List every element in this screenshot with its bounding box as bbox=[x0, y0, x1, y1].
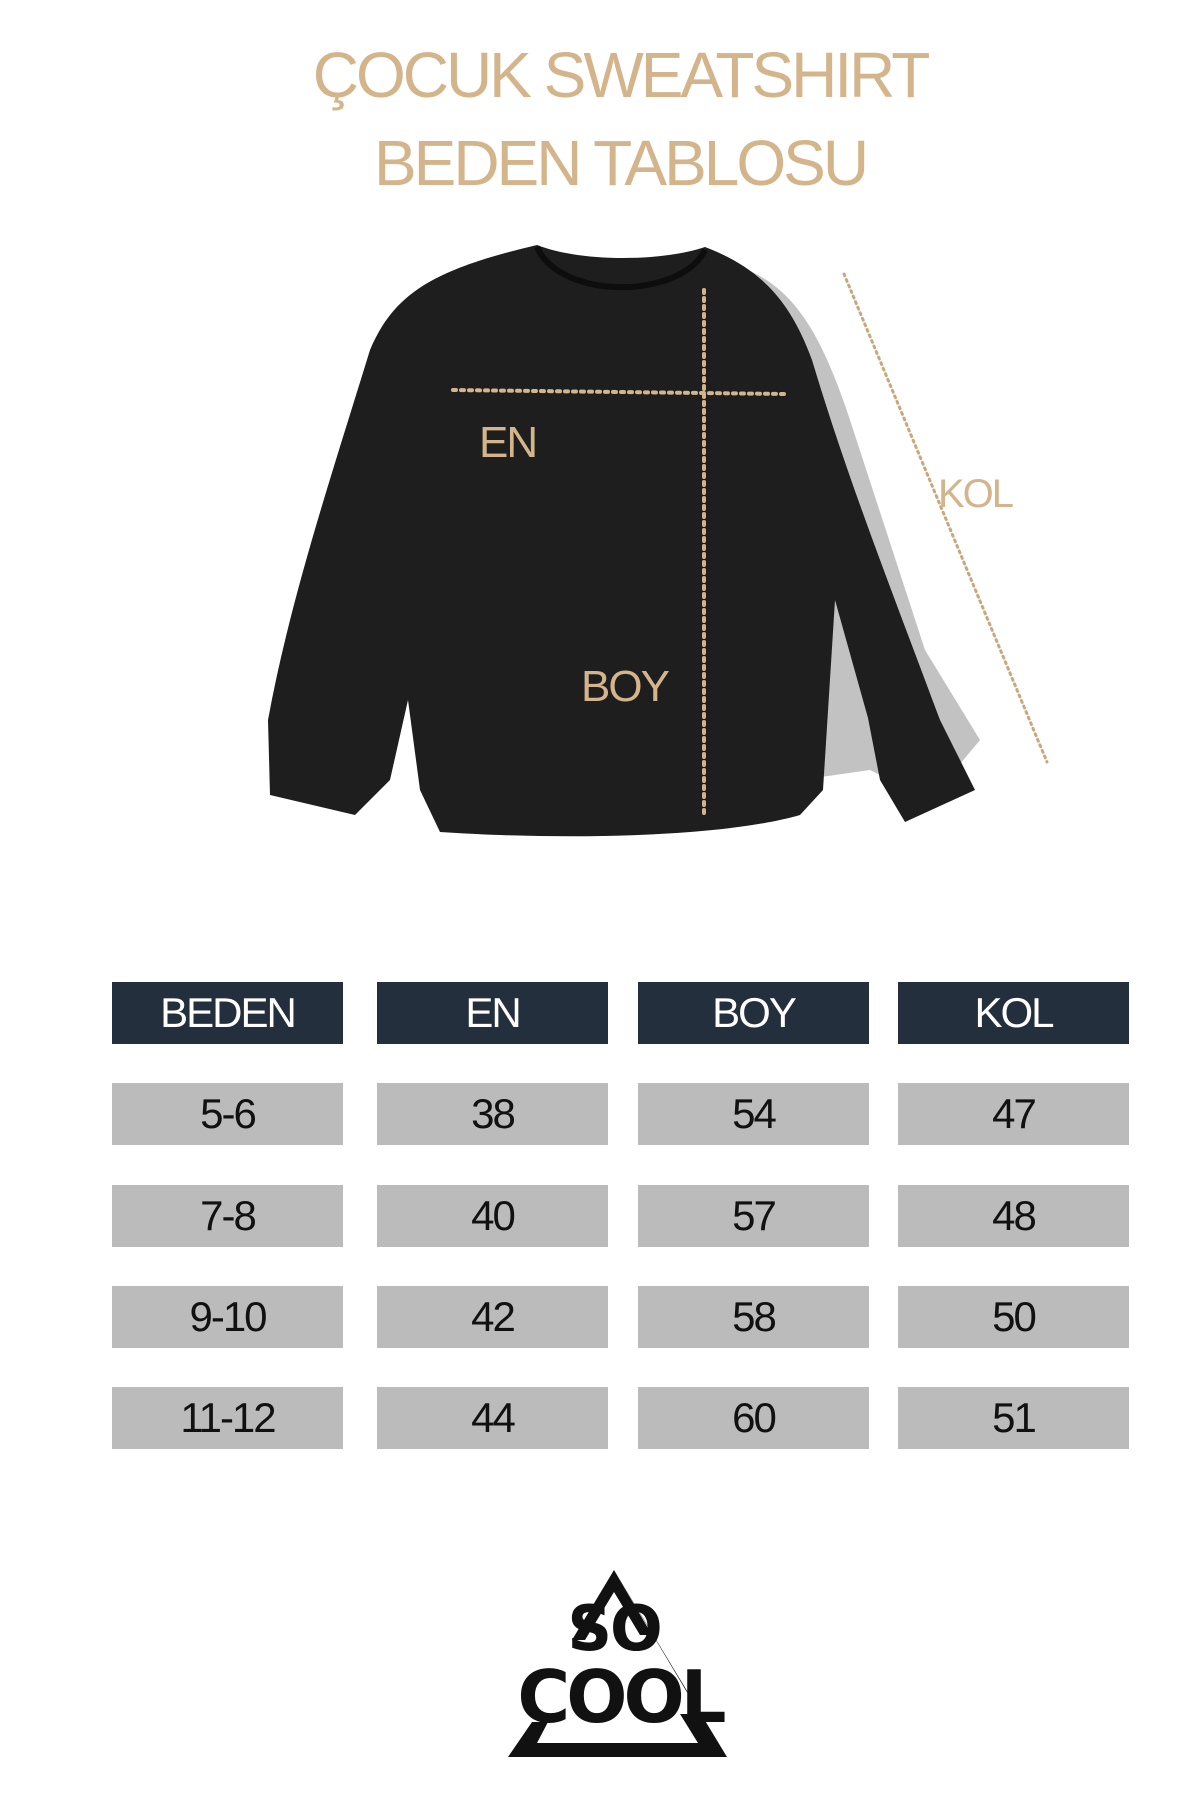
table-cell: 42 bbox=[377, 1286, 608, 1348]
table-cell: 11-12 bbox=[112, 1387, 343, 1449]
en-measure-line bbox=[451, 388, 787, 396]
logo-triangle bbox=[508, 1570, 727, 1757]
table-cell: 40 bbox=[377, 1185, 608, 1247]
table-cell: 47 bbox=[898, 1083, 1129, 1145]
svg-text:SO: SO bbox=[567, 1592, 660, 1665]
title-line-1: ÇOCUK SWEATSHIRT bbox=[312, 39, 931, 111]
sweatshirt-collar bbox=[534, 245, 708, 291]
table-cell: 48 bbox=[898, 1185, 1129, 1247]
sweatshirt-diagram bbox=[268, 245, 1049, 837]
title-line-2: BEDEN TABLOSU bbox=[373, 127, 869, 199]
table-cell: 9-10 bbox=[112, 1286, 343, 1348]
table-cell: 57 bbox=[638, 1185, 869, 1247]
sweatshirt-body bbox=[268, 245, 975, 837]
svg-text:COOL: COOL bbox=[517, 1655, 724, 1739]
table-cell: 44 bbox=[377, 1387, 608, 1449]
header-boy: BOY bbox=[638, 982, 869, 1044]
kol-measure-line bbox=[842, 272, 1049, 764]
kol-label: KOL bbox=[938, 472, 1014, 516]
table-cell: 7-8 bbox=[112, 1185, 343, 1247]
header-en: EN bbox=[377, 982, 608, 1044]
table-cell: 5-6 bbox=[112, 1083, 343, 1145]
header-beden: BEDEN bbox=[112, 982, 343, 1044]
table-cell: 58 bbox=[638, 1286, 869, 1348]
table-cell: 60 bbox=[638, 1387, 869, 1449]
table-cell: 50 bbox=[898, 1286, 1129, 1348]
table-cell: 54 bbox=[638, 1083, 869, 1145]
header-kol: KOL bbox=[898, 982, 1129, 1044]
table-cell: 38 bbox=[377, 1083, 608, 1145]
table-cell: 51 bbox=[898, 1387, 1129, 1449]
en-label: EN bbox=[479, 418, 538, 467]
boy-label: BOY bbox=[581, 662, 670, 711]
